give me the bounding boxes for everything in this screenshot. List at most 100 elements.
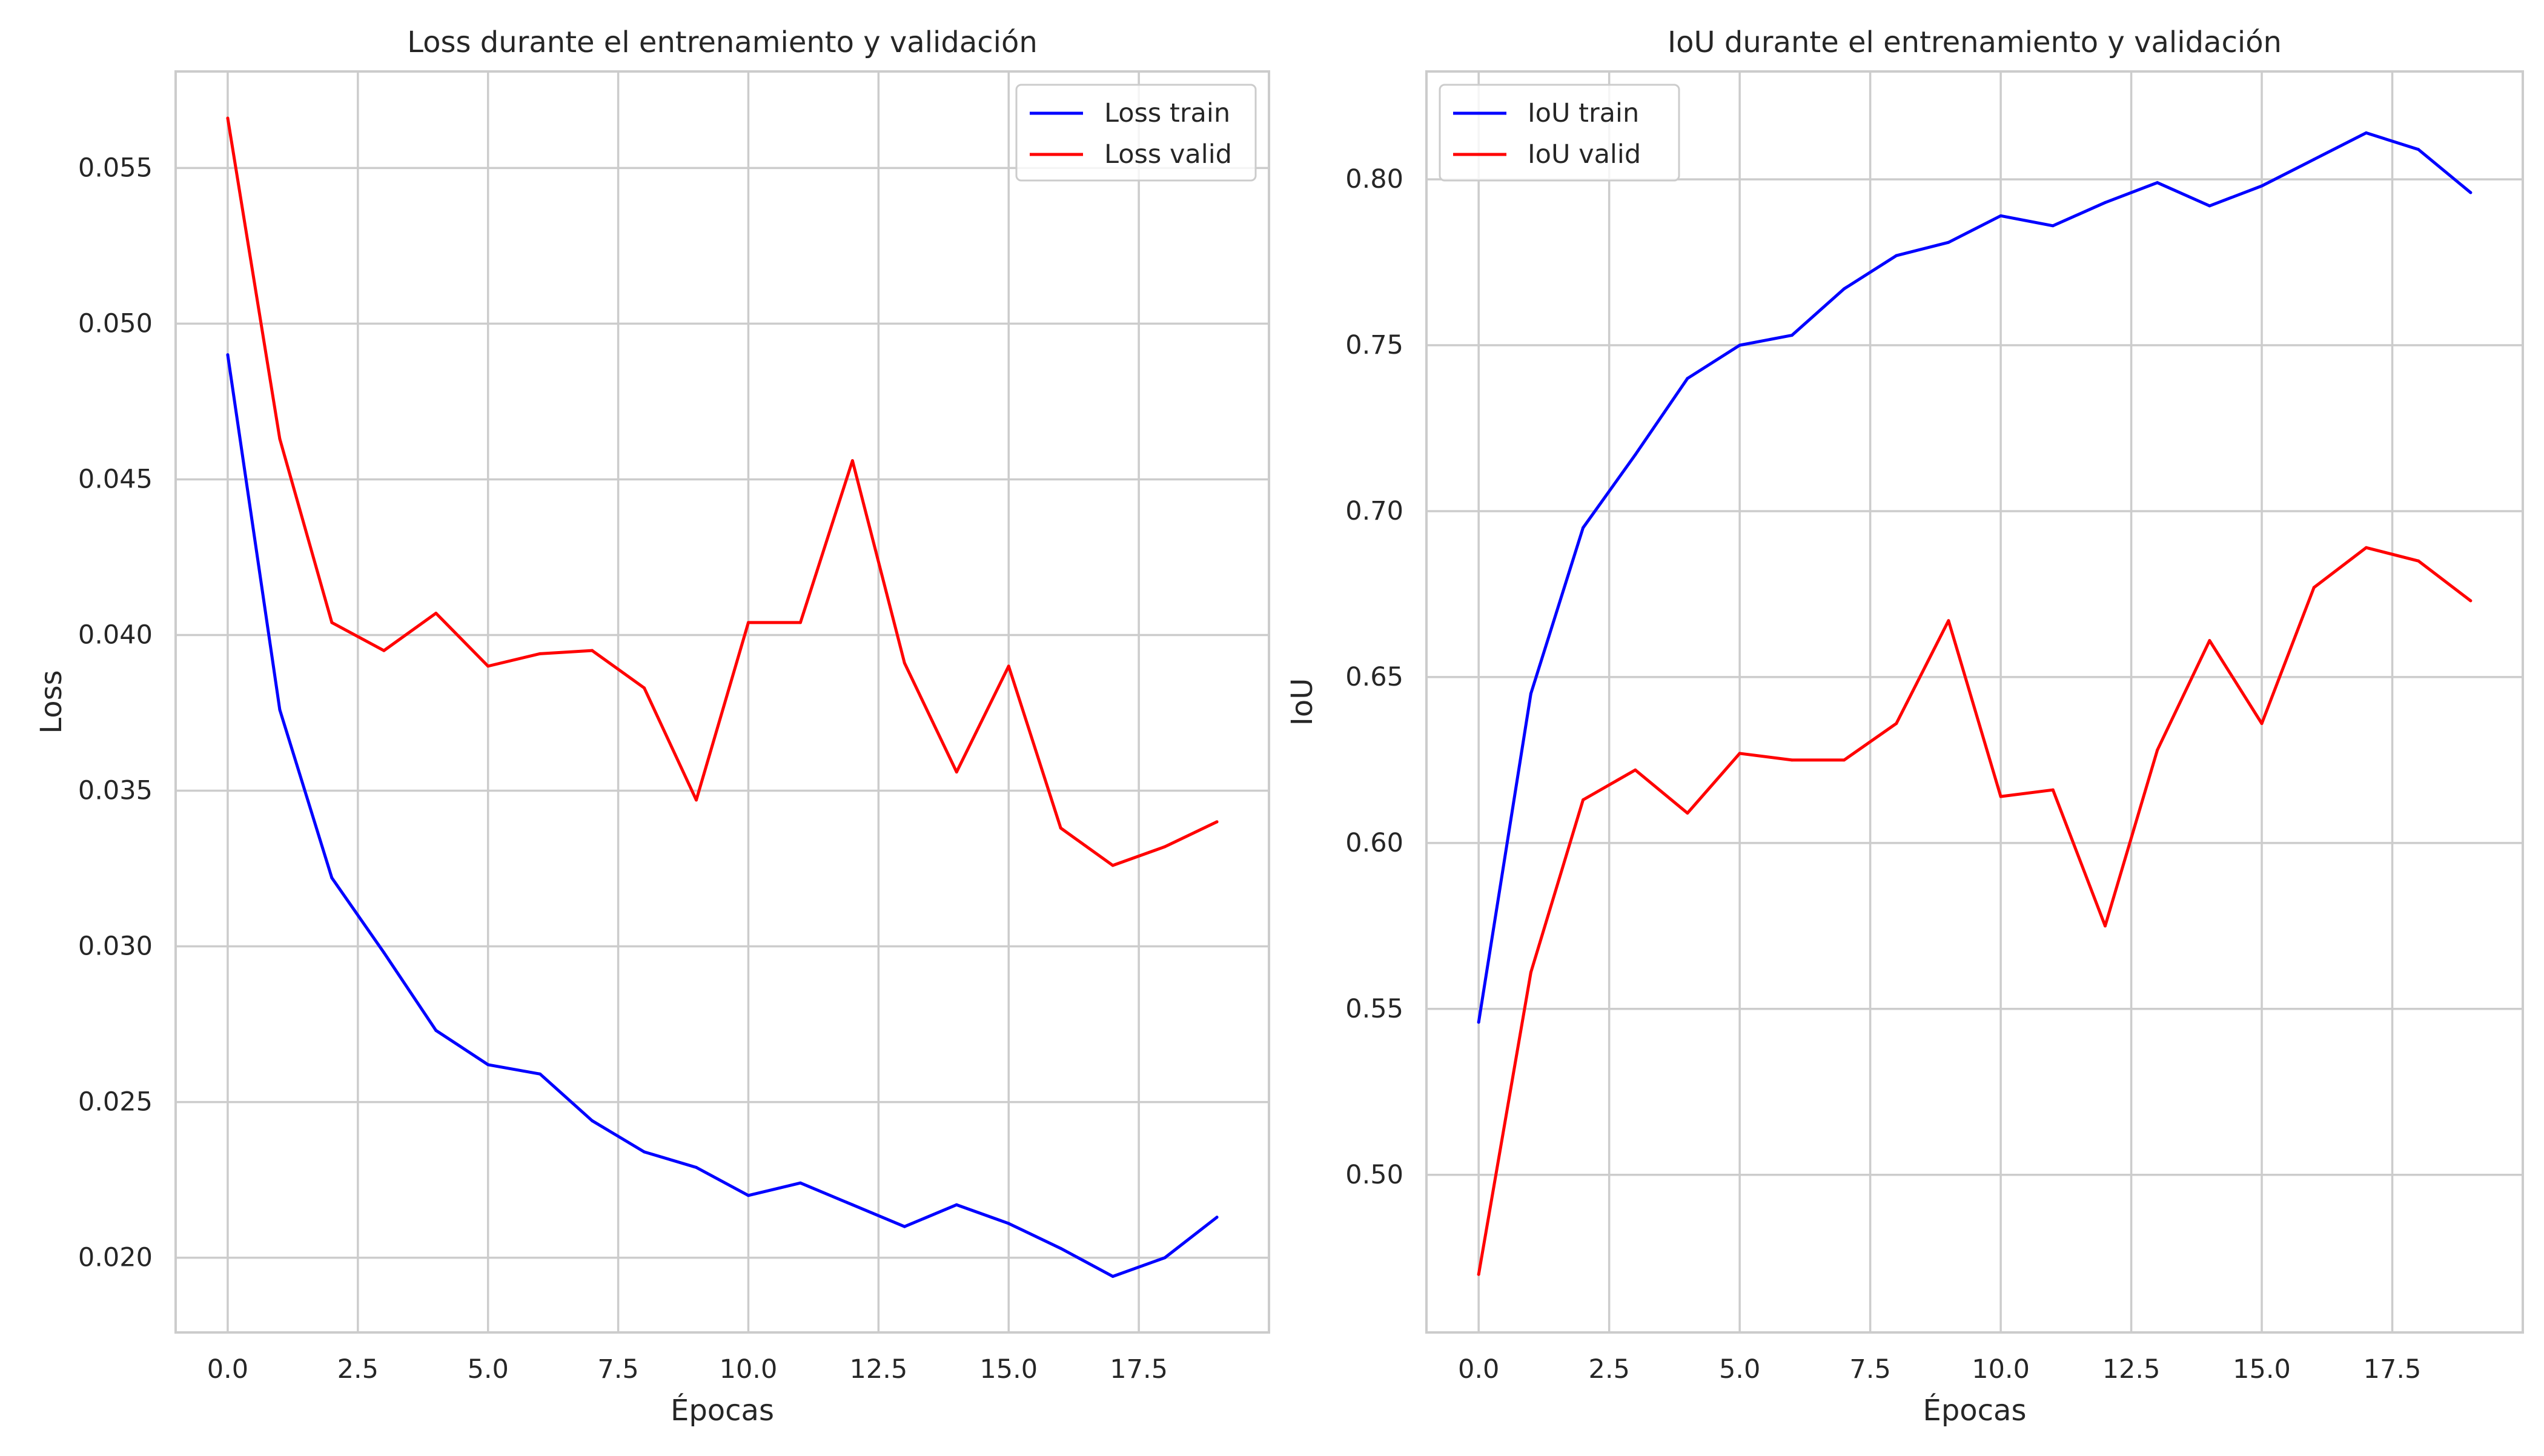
y-tick-label: 0.55: [1345, 994, 1403, 1024]
chart-title: Loss durante el entrenamiento y validaci…: [407, 25, 1038, 59]
x-tick-label: 7.5: [597, 1354, 638, 1385]
data-point: [1582, 798, 1585, 802]
series-line-loss-train: [226, 353, 1219, 1278]
data-point: [1215, 1216, 1219, 1219]
data-point: [1477, 1272, 1480, 1276]
x-tick-label: 0.0: [207, 1354, 248, 1385]
data-point: [1999, 795, 2002, 798]
data-point: [695, 1166, 698, 1170]
data-point: [2260, 722, 2264, 726]
data-point: [746, 621, 750, 624]
data-point: [1111, 1274, 1115, 1278]
data-point: [486, 664, 490, 668]
data-point: [1947, 240, 1950, 244]
data-point: [2156, 748, 2159, 752]
legend-label: IoU valid: [1528, 139, 1641, 170]
x-tick-label: 12.5: [2102, 1354, 2161, 1385]
data-point: [1215, 820, 1219, 824]
data-point: [2312, 586, 2316, 589]
x-tick-label: 15.0: [2233, 1354, 2291, 1385]
data-point: [1738, 343, 1741, 347]
data-point: [1790, 758, 1794, 762]
data-point: [1529, 971, 1532, 975]
data-point: [1738, 752, 1741, 755]
data-point: [1895, 254, 1898, 257]
data-point: [330, 621, 334, 624]
x-tick-label: 5.0: [1719, 1354, 1760, 1385]
data-point: [850, 459, 854, 463]
x-tick-label: 5.0: [468, 1354, 509, 1385]
data-point: [1790, 334, 1794, 337]
y-tick-label: 0.055: [78, 153, 153, 183]
data-point: [903, 1225, 906, 1228]
data-point: [1843, 287, 1846, 291]
chart-title: IoU durante el entrenamiento y validació…: [1668, 25, 2282, 59]
y-tick-label: 0.50: [1345, 1160, 1403, 1190]
data-point: [2312, 157, 2316, 161]
data-point: [1007, 664, 1010, 668]
data-point: [486, 1063, 490, 1067]
legend-label: Loss valid: [1104, 139, 1232, 170]
plot-frame: [174, 70, 1270, 1334]
y-tick-label: 0.035: [78, 776, 153, 806]
data-point: [591, 1119, 594, 1122]
data-point: [1895, 722, 1898, 726]
legend: Loss train Loss valid: [1015, 84, 1257, 182]
y-tick-label: 0.050: [78, 308, 153, 339]
data-point: [955, 1203, 958, 1206]
legend-label: Loss train: [1104, 98, 1230, 128]
data-point: [1999, 214, 2002, 217]
data-point: [330, 876, 334, 879]
x-axis-label: Épocas: [671, 1393, 774, 1428]
y-axis-label: Loss: [35, 670, 68, 733]
data-point: [1007, 1222, 1010, 1225]
data-point: [226, 353, 230, 357]
data-point: [1686, 812, 1689, 815]
y-tick-label: 0.60: [1345, 828, 1403, 858]
data-point: [1634, 453, 1637, 457]
data-point: [955, 770, 958, 774]
data-point: [2469, 599, 2473, 603]
x-tick-label: 7.5: [1849, 1354, 1890, 1385]
data-point: [278, 437, 282, 441]
data-point: [2417, 559, 2420, 563]
data-point: [591, 649, 594, 652]
data-point: [382, 951, 386, 955]
data-point: [2417, 148, 2420, 151]
data-point: [1582, 526, 1585, 529]
x-tick-label: 15.0: [979, 1354, 1038, 1385]
y-tick-label: 0.020: [78, 1243, 153, 1273]
data-point: [434, 1028, 438, 1032]
data-point: [382, 649, 386, 652]
data-point: [226, 116, 230, 120]
data-point: [2051, 788, 2055, 792]
y-tick-label: 0.70: [1345, 496, 1403, 526]
series-line-iou-train: [1477, 131, 2473, 1024]
y-tick-label: 0.025: [78, 1087, 153, 1117]
data-point: [1059, 826, 1062, 830]
data-point: [1686, 377, 1689, 380]
x-tick-label: 2.5: [337, 1354, 379, 1385]
data-point: [2469, 191, 2473, 194]
y-tick-label: 0.040: [78, 620, 153, 650]
data-point: [434, 611, 438, 615]
data-point: [1947, 619, 1950, 623]
data-point: [1477, 1021, 1480, 1024]
data-point: [2208, 204, 2211, 208]
x-tick-label: 10.0: [1972, 1354, 2030, 1385]
data-point: [1111, 864, 1115, 867]
y-tick-label: 0.045: [78, 464, 153, 494]
data-point: [798, 1181, 802, 1185]
data-point: [903, 661, 906, 665]
data-point: [538, 652, 542, 655]
data-point: [1634, 768, 1637, 772]
data-point: [643, 1150, 646, 1154]
loss-chart-panel: 0.0 2.5 5.0 7.5 10.0 12.5 15.0 17.5 0.020 0.025 0.…: [35, 25, 1270, 1428]
data-point: [538, 1072, 542, 1076]
y-axis-label: IoU: [1285, 678, 1319, 726]
x-tick-label: 2.5: [1588, 1354, 1629, 1385]
legend-box: [1015, 84, 1257, 182]
data-point: [2260, 184, 2264, 188]
